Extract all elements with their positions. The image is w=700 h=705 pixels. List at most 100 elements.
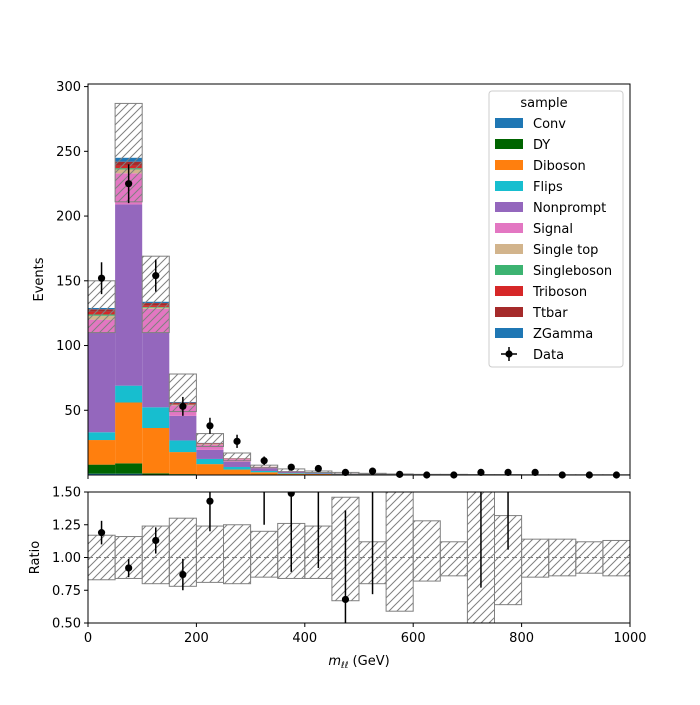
bar-dy-bin-2 [142,473,169,474]
ratio-band-bin-19 [603,540,630,575]
ratio-band-bin-4 [196,526,223,582]
data-point-4 [206,422,213,429]
bar-diboson-bin-4 [196,464,223,474]
main-ytick-label-4: 250 [56,145,81,160]
ratio-point-2 [152,537,159,544]
legend-swatch-8 [495,286,523,296]
bar-flips-bin-4 [196,459,223,464]
ratio-point-4 [206,498,213,505]
bar-nonprompt-bin-2 [142,332,169,407]
ratio-xtick-label-5: 1000 [613,631,646,646]
ratio-ylabel: Ratio [28,541,43,574]
bar-flips-bin-2 [142,407,169,428]
legend-label-8: Triboson [532,285,587,300]
legend-label-5: Signal [533,222,573,237]
legend-swatch-9 [495,307,523,317]
data-point-8 [315,465,322,472]
uncertainty-bin-4 [196,434,223,447]
ratio-band-bin-16 [522,539,549,577]
main-ytick-label-2: 150 [56,274,81,289]
data-point-5 [233,438,240,445]
ratio-band-bin-13 [440,542,467,576]
legend-data-marker [505,350,512,357]
ratio-xtick-label-4: 800 [509,631,534,646]
legend-swatch-0 [495,118,523,128]
bar-nonprompt-bin-4 [196,450,223,459]
legend-label-10: ZGamma [533,327,593,342]
uncertainty-bin-6 [251,465,278,468]
ratio-point-0 [98,529,105,536]
data-point-6 [261,457,268,464]
data-point-1 [125,180,132,187]
main-ytick-label-1: 100 [56,339,81,354]
bar-diboson-bin-2 [142,428,169,473]
data-point-10 [369,468,376,475]
ratio-ytick-label-4: 1.50 [52,486,81,501]
ratio-point-1 [125,564,132,571]
ratio-ytick-label-2: 1.00 [52,551,81,566]
ratio-xtick-label-3: 600 [401,631,426,646]
legend: sample Conv DY Diboson Flips Nonprompt Signal S… [489,91,623,367]
legend-label-2: Diboson [533,159,586,174]
main-ytick-label-3: 200 [56,210,81,225]
legend-swatch-5 [495,223,523,233]
legend-swatch-1 [495,139,523,149]
ratio-xlabel: mℓℓ (GeV) [328,654,389,671]
bar-nonprompt-bin-1 [115,204,142,385]
main-ytick-label-5: 300 [56,80,81,95]
ratio-xtick-label-1: 200 [184,631,209,646]
ratio-band-bin-5 [224,525,251,584]
bar-flips-bin-3 [169,440,196,452]
bar-flips-bin-7 [278,473,305,474]
bar-diboson-bin-6 [251,472,278,475]
bar-flips-bin-6 [251,471,278,472]
bar-nonprompt-bin-0 [88,333,115,433]
ratio-point-6 [342,596,349,603]
data-point-11 [396,471,403,478]
legend-swatch-3 [495,181,523,191]
legend-title: sample [520,96,567,111]
data-point-7 [288,464,295,471]
bar-diboson-bin-0 [88,440,115,465]
ratio-ytick-label-0: 0.50 [52,617,81,632]
ratio-band-bin-6 [251,531,278,577]
ratio-xtick-label-0: 0 [84,631,92,646]
uncertainty-bin-5 [224,453,251,461]
ratio-xtick-label-2: 400 [292,631,317,646]
ratio-band-bin-12 [413,521,440,581]
ratio-point-5 [288,490,295,497]
bar-nonprompt-bin-3 [169,416,196,441]
legend-label-0: Conv [533,117,566,132]
data-point-0 [98,275,105,282]
bar-nonprompt-bin-5 [224,462,251,467]
legend-swatch-2 [495,160,523,170]
legend-label-1: DY [533,138,550,153]
data-point-2 [152,272,159,279]
data-point-3 [179,403,186,410]
bar-diboson-bin-5 [224,470,251,475]
bar-dy-bin-0 [88,465,115,474]
ratio-band-bin-11 [386,489,413,611]
bar-nonprompt-bin-6 [251,468,278,471]
main-ylabel: Events [32,257,47,301]
legend-swatch-7 [495,265,523,275]
bar-flips-bin-0 [88,432,115,440]
legend-label-9: Ttbar [532,306,568,321]
bar-diboson-bin-3 [169,452,196,474]
main-ytick-label-0: 50 [64,404,81,419]
bar-diboson-bin-1 [115,402,142,463]
legend-swatch-4 [495,202,523,212]
ratio-point-3 [179,571,186,578]
bar-flips-bin-5 [224,467,251,470]
legend-label-3: Flips [533,180,563,195]
legend-label-data: Data [533,348,564,363]
bar-flips-bin-1 [115,386,142,403]
legend-label-6: Single top [533,243,598,258]
ratio-ytick-label-1: 0.75 [52,584,81,599]
legend-label-4: Nonprompt [533,201,606,216]
ratio-uncertainty-band [88,489,630,623]
legend-swatch-10 [495,328,523,338]
ratio-ytick-label-3: 1.25 [52,518,81,533]
